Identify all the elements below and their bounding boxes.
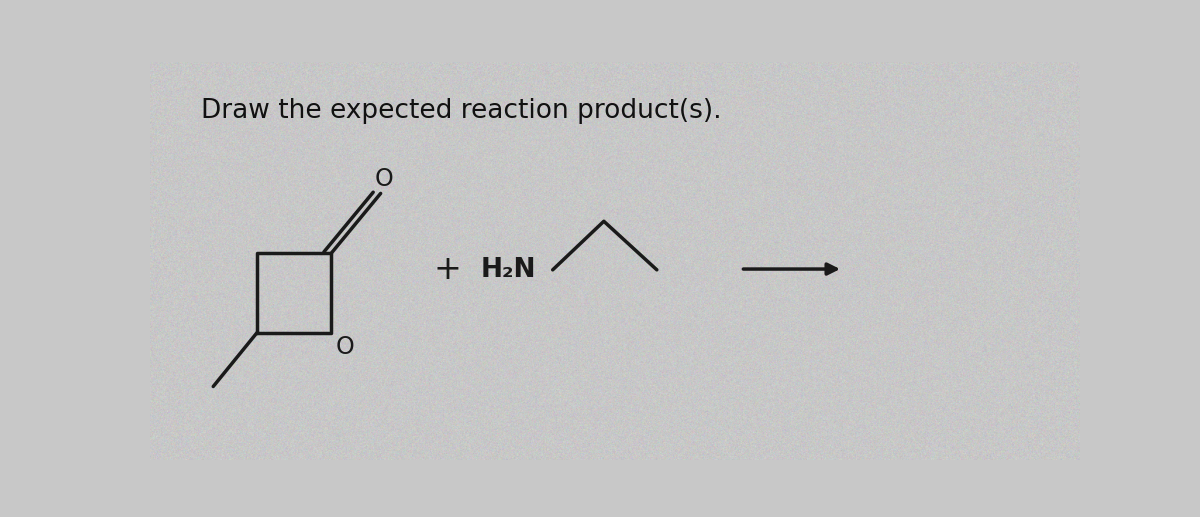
Text: O: O xyxy=(336,334,355,359)
Text: Draw the expected reaction product(s).: Draw the expected reaction product(s). xyxy=(202,98,721,124)
Text: H₂N: H₂N xyxy=(480,257,536,283)
Text: +: + xyxy=(433,252,462,285)
Text: O: O xyxy=(374,168,394,191)
